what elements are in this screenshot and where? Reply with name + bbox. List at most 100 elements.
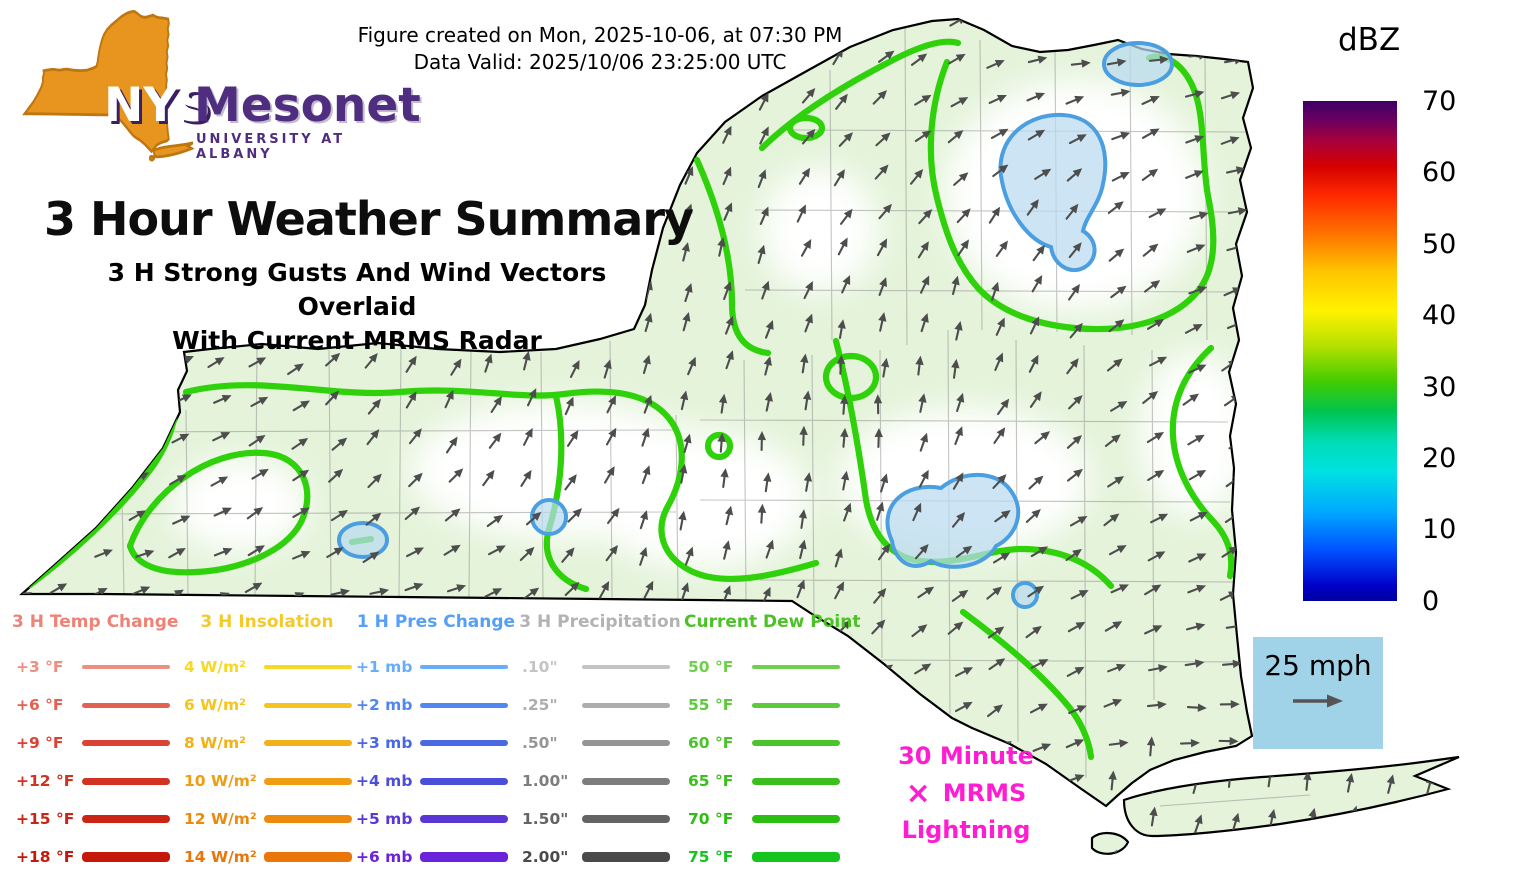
legend-line-swatch: [420, 815, 508, 823]
colorbar-tick: 60: [1422, 157, 1457, 188]
colorbar-tick: 10: [1422, 514, 1457, 545]
legend-column-title: 3 H Precipitation: [519, 612, 681, 632]
legend-row: 1.00": [518, 762, 682, 800]
legend-label: .10": [522, 658, 558, 676]
colorbar-tick: 40: [1422, 300, 1457, 331]
legend-row: 75 °F: [684, 838, 852, 876]
legend-label: +2 mb: [356, 696, 413, 714]
legend-row: 12 W/m²: [180, 800, 354, 838]
radar-echoes: [337, 41, 1174, 609]
lightning-line2: × MRMS: [866, 775, 1066, 812]
legend-row: +1 mb: [352, 648, 520, 686]
legend-row: 60 °F: [684, 724, 852, 762]
legend-label: .50": [522, 734, 558, 752]
dewpoint-contour: [786, 114, 826, 142]
legend-label: 70 °F: [688, 810, 734, 828]
legend-row: .10": [518, 648, 682, 686]
dbz-colorbar: [1303, 101, 1397, 601]
legend-row: 10 W/m²: [180, 762, 354, 800]
dewpoint-contour: [126, 449, 311, 576]
legend-line-swatch: [82, 852, 170, 862]
legend-label: 8 W/m²: [184, 734, 246, 752]
subtitle-line2: With Current MRMS Radar: [172, 326, 542, 355]
dewpoint-contour: [26, 411, 179, 589]
legend-line-swatch: [264, 665, 352, 669]
page-subtitle: 3 H Strong Gusts And Wind Vectors Overla…: [45, 256, 669, 358]
legend-line-swatch: [420, 852, 508, 862]
legend-line-swatch: [82, 702, 170, 708]
legend-row: 8 W/m²: [180, 724, 354, 762]
logo-name: Mesonet: [194, 78, 421, 133]
lightning-line3: Lightning: [901, 816, 1031, 844]
legend-row: +4 mb: [352, 762, 520, 800]
legend-column-title: 3 H Insolation: [200, 612, 334, 632]
legend-label: 2.00": [522, 848, 569, 866]
legend-line-swatch: [582, 740, 670, 746]
legend-row: +3 mb: [352, 724, 520, 762]
legend-line-swatch: [752, 815, 840, 823]
legend-line-swatch: [420, 702, 508, 708]
radar-echo: [885, 472, 1021, 569]
legend-line-swatch: [264, 852, 352, 862]
wind-reference-arrow-icon: [1293, 694, 1343, 708]
legend-label: +12 °F: [16, 772, 75, 790]
figure-created-line: Figure created on Mon, 2025-10-06, at 07…: [357, 23, 843, 47]
legend-row: 6 W/m²: [180, 686, 354, 724]
legend-line-swatch: [420, 777, 508, 785]
legend-label: 75 °F: [688, 848, 734, 866]
colorbar-tick: 50: [1422, 229, 1457, 260]
legend-line-swatch: [582, 702, 670, 708]
radar-echo: [1102, 41, 1174, 87]
legend-label: +5 mb: [356, 810, 413, 828]
legend-label: +3 mb: [356, 734, 413, 752]
legend-line-swatch: [420, 740, 508, 746]
legend-row: 1.50": [518, 800, 682, 838]
legend-column-dew-point: Current Dew Point 50 °F 55 °F 60 °F 65 °…: [684, 612, 860, 876]
radar-echo: [998, 112, 1108, 273]
legend-line-swatch: [582, 665, 670, 669]
legend-label: +15 °F: [16, 810, 75, 828]
legend-label: 50 °F: [688, 658, 734, 676]
radar-echo: [1011, 581, 1039, 609]
legend-row: 14 W/m²: [180, 838, 354, 876]
legend-label: +4 mb: [356, 772, 413, 790]
legend-line-swatch: [264, 740, 352, 746]
legend-label: 60 °F: [688, 734, 734, 752]
legend-label: 6 W/m²: [184, 696, 246, 714]
legend-label: 10 W/m²: [184, 772, 257, 790]
legend-line-swatch: [752, 777, 840, 785]
logo-acronym: NYS: [104, 78, 212, 133]
legend-row: 2.00": [518, 838, 682, 876]
legend-row: 4 W/m²: [180, 648, 354, 686]
legend-column-temp-change: 3 H Temp Change +3 °F +6 °F +9 °F +12 °F…: [12, 612, 178, 876]
legend-label: .25": [522, 696, 558, 714]
dewpoint-contour: [693, 156, 772, 357]
legend-column-title: 1 H Pres Change: [356, 612, 516, 632]
legend-label: 4 W/m²: [184, 658, 246, 676]
legend-row: +9 °F: [12, 724, 178, 762]
legend-column-pres-change: 1 H Pres Change +1 mb +2 mb +3 mb +4 mb …: [352, 612, 520, 876]
wind-reference-box: 25 mph: [1253, 637, 1383, 749]
legend-line-swatch: [752, 740, 840, 746]
legend-column-precipitation: 3 H Precipitation .10" .25" .50" 1.00" 1…: [518, 612, 682, 876]
legend-row: 55 °F: [684, 686, 852, 724]
legend-line-swatch: [582, 815, 670, 823]
lightning-line1: 30 Minute: [898, 742, 1034, 770]
dewpoint-contour: [1169, 344, 1235, 580]
colorbar-title: dBZ: [1338, 22, 1401, 58]
legend-line-swatch: [264, 815, 352, 823]
legend-label: 55 °F: [688, 696, 734, 714]
legend-row: +18 °F: [12, 838, 178, 876]
lightning-line2-text: MRMS: [942, 779, 1027, 807]
legend-line-swatch: [82, 740, 170, 746]
legend-line-swatch: [82, 665, 170, 669]
colorbar-tick: 0: [1422, 586, 1440, 617]
legend-row: +12 °F: [12, 762, 178, 800]
legend-row: 70 °F: [684, 800, 852, 838]
legend-row: +5 mb: [352, 800, 520, 838]
lightning-legend: 30 Minute × MRMS Lightning: [866, 738, 1066, 849]
legend-label: 65 °F: [688, 772, 734, 790]
legend-label: +3 °F: [16, 658, 64, 676]
legend-line-swatch: [82, 777, 170, 785]
legend-column-insolation: 3 H Insolation 4 W/m² 6 W/m² 8 W/m² 10 W…: [180, 612, 354, 876]
